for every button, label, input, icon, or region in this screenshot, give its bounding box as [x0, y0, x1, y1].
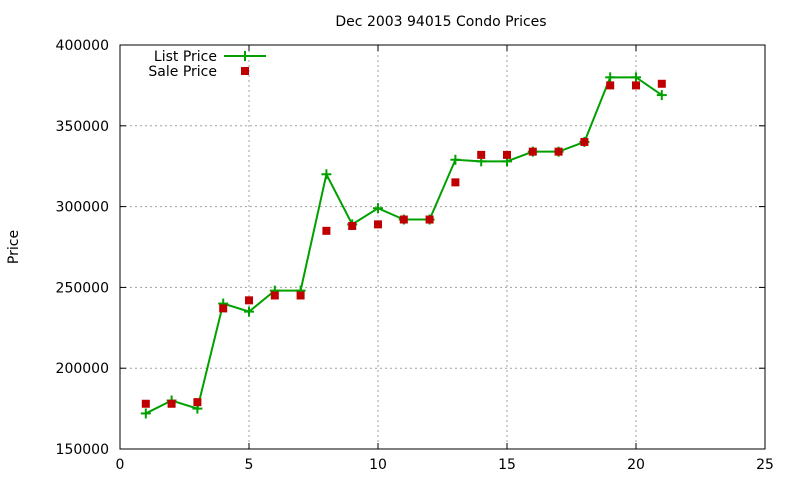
x-tick-label: 10 — [369, 457, 387, 473]
y-tick-label: 250000 — [56, 280, 109, 296]
data-point-sale-price — [657, 79, 666, 88]
legend: List Price Sale Price — [148, 49, 266, 80]
data-point-sale-price — [245, 296, 253, 305]
y-tick-label: 200000 — [56, 361, 109, 377]
data-point-list-price — [140, 408, 151, 419]
data-point-sale-price — [606, 81, 615, 90]
y-tick-label: 150000 — [56, 442, 109, 458]
plot-series — [140, 72, 667, 419]
data-point-sale-price — [528, 147, 537, 156]
y-axis-label: Price — [6, 230, 22, 264]
data-point-sale-price — [425, 215, 434, 224]
data-point-list-price — [373, 203, 383, 214]
axis-ticks — [119, 44, 766, 450]
data-point-list-price — [631, 72, 641, 83]
data-point-sale-price — [451, 178, 460, 187]
x-tick-label: 0 — [116, 457, 125, 473]
data-point-sale-price — [554, 147, 563, 156]
series-sale-price — [141, 79, 666, 408]
data-point-sale-price — [193, 398, 202, 407]
x-tick-label: 20 — [627, 457, 645, 473]
y-tick-label: 400000 — [56, 38, 109, 54]
y-tick-label: 350000 — [56, 119, 109, 135]
legend-label-sale-price: Sale Price — [148, 64, 217, 80]
legend-swatch-list-price-marker — [240, 51, 250, 61]
x-tick-label: 15 — [498, 457, 516, 473]
x-tick-label: 5 — [245, 457, 254, 473]
data-point-list-price — [450, 154, 461, 165]
data-point-list-price — [321, 169, 332, 180]
data-point-sale-price — [503, 150, 511, 159]
legend-label-list-price: List Price — [154, 49, 217, 65]
data-point-sale-price — [348, 221, 357, 230]
data-point-sale-price — [477, 150, 486, 159]
data-point-sale-price — [580, 137, 589, 146]
data-point-sale-price — [296, 291, 305, 300]
data-point-sale-price — [141, 399, 150, 408]
series-line-list-price — [145, 76, 663, 415]
plot-frame — [119, 44, 766, 450]
grid — [120, 45, 765, 449]
y-tick-label: 300000 — [56, 200, 109, 216]
data-point-sale-price — [219, 304, 228, 313]
legend-swatches — [224, 51, 266, 75]
data-point-list-price — [656, 90, 667, 101]
data-point-sale-price — [374, 220, 382, 229]
series-list-price — [140, 72, 667, 419]
data-point-list-price — [244, 306, 254, 317]
x-tick-label: 25 — [756, 457, 774, 473]
data-point-sale-price — [167, 399, 176, 408]
chart-title: Dec 2003 94015 Condo Prices — [335, 14, 546, 30]
data-point-list-price — [605, 72, 616, 83]
legend-swatch-sale-price-marker — [241, 67, 249, 75]
tick-labels: 0 5 10 15 20 25 150000 200000 250000 300000 350000… — [56, 38, 774, 473]
data-point-sale-price — [270, 291, 279, 300]
data-point-sale-price — [399, 215, 408, 224]
data-point-sale-price — [632, 81, 640, 90]
data-point-sale-price — [322, 226, 331, 235]
